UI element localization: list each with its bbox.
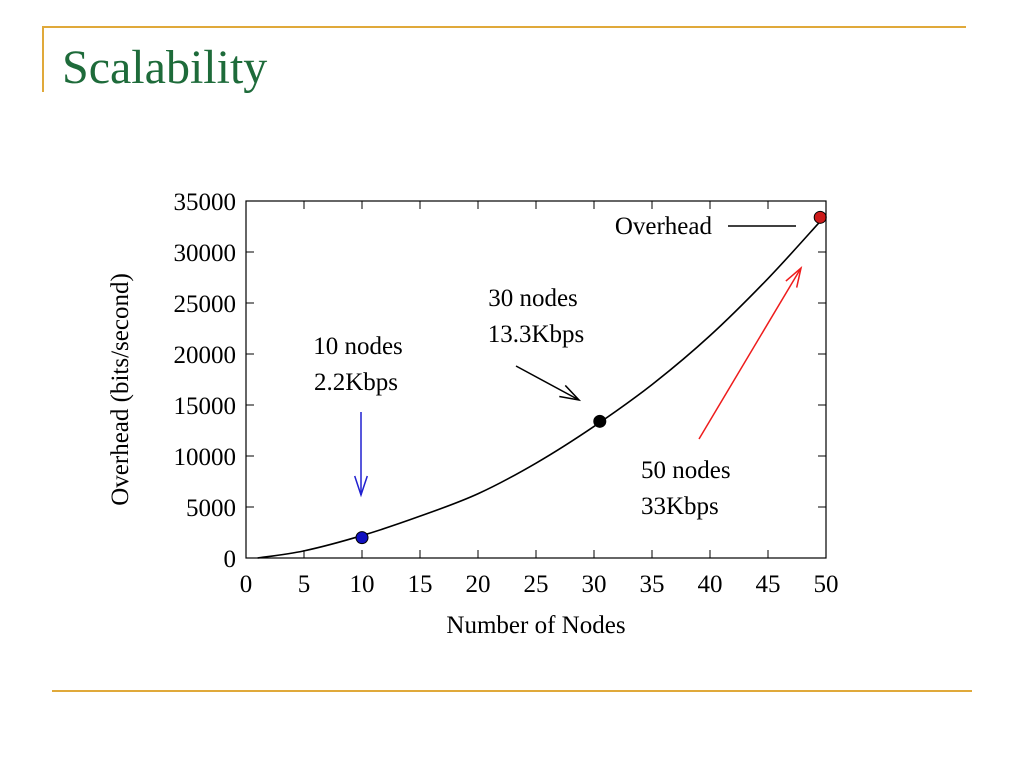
annotation-50-nodes-rate: 33Kbps: [641, 493, 719, 520]
arrow-30-nodes-head: [559, 384, 582, 402]
y-tick-label: 15000: [174, 393, 237, 420]
slide-title: Scalability: [62, 41, 268, 94]
plot-frame: [245, 200, 827, 559]
y-axis-label: Overhead (bits/second): [107, 273, 134, 506]
annotation-10-nodes-count: 10 nodes: [313, 333, 403, 360]
legend-label-overhead: Overhead: [615, 213, 713, 240]
y-tick-label: 35000: [174, 189, 237, 216]
y-tick-label: 30000: [174, 240, 237, 267]
title-top-rule: [42, 26, 966, 28]
annotation-arrows: [353, 265, 803, 498]
x-tick-label: 45: [756, 571, 781, 598]
y-tick-label: 10000: [174, 444, 237, 471]
chart-tick-labels: 0 5 10 15 20 25 30 35 40 45 50 0 5000 10000 15000 20000…: [174, 189, 839, 598]
highlight-markers: [355, 210, 827, 545]
highlight-point-1: [593, 414, 607, 428]
annotation-30-nodes-count: 30 nodes: [488, 285, 578, 312]
arrow-50-nodes: [698, 267, 802, 440]
y-tick-label: 0: [224, 546, 237, 573]
x-tick-label: 50: [814, 571, 839, 598]
x-tick-label: 40: [698, 571, 723, 598]
title-side-rule: [42, 26, 44, 92]
x-tick-label: 30: [582, 571, 607, 598]
annotation-50-nodes-count: 50 nodes: [641, 457, 731, 484]
x-axis-label: Number of Nodes: [446, 612, 625, 639]
arrow-10-nodes-head: [353, 475, 369, 498]
y-tick-label: 5000: [186, 495, 236, 522]
y-tick-label: 25000: [174, 291, 237, 318]
x-tick-label: 15: [408, 571, 433, 598]
arrow-50-nodes-head: [785, 265, 803, 288]
x-tick-label: 0: [240, 571, 253, 598]
highlight-point-2: [813, 210, 827, 224]
x-tick-label: 35: [640, 571, 665, 598]
x-tick-label: 5: [298, 571, 311, 598]
series-line-overhead: [257, 220, 821, 559]
x-tick-label: 20: [466, 571, 491, 598]
x-tick-label: 25: [524, 571, 549, 598]
x-tick-label: 10: [350, 571, 375, 598]
highlight-point-0: [355, 531, 369, 545]
footer-rule: [52, 690, 972, 692]
y-tick-label: 20000: [174, 342, 237, 369]
annotation-30-nodes-rate: 13.3Kbps: [488, 321, 585, 348]
arrow-30-nodes: [515, 365, 580, 401]
annotation-10-nodes-rate: 2.2Kbps: [314, 369, 398, 396]
